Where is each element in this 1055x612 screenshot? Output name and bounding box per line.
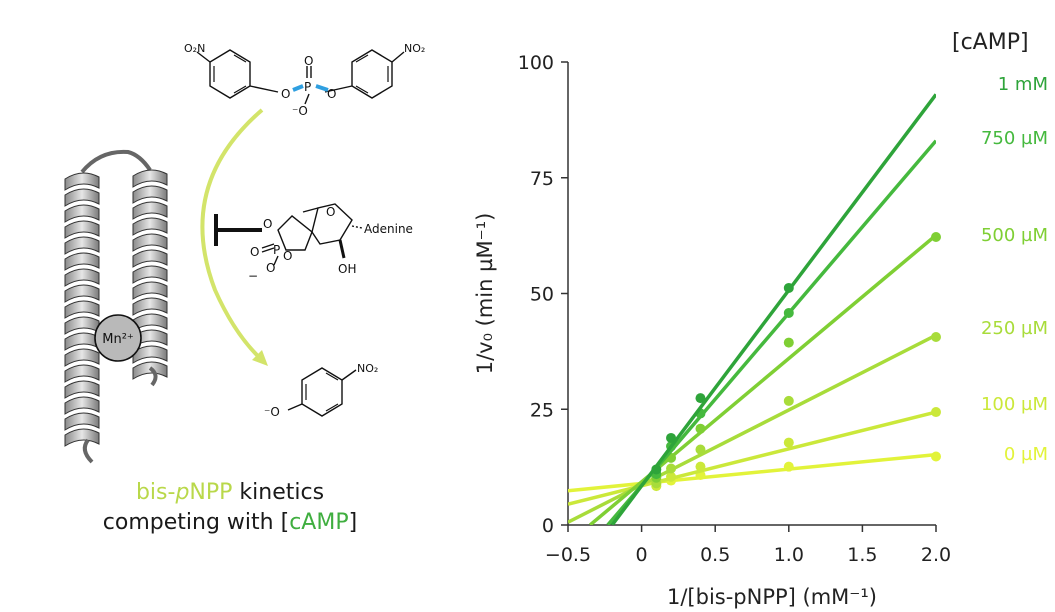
caption-competing: competing with [ [102,510,290,535]
caption-kinetics: kinetics [232,480,325,505]
legend-entry: 250 µM [980,318,1048,339]
data-point-4-3 [783,307,794,318]
caption-bis: bis- [135,480,176,505]
x-tick-label: 1.5 [847,544,877,566]
x-tick-label: 1.0 [774,544,804,566]
fit-line-5 [610,93,936,525]
data-point-1-2 [695,461,706,472]
camp-o-double: O [250,245,259,259]
figure-caption: bis-pNPP kinetics competing with [cAMP] [60,478,400,538]
data-point-5-3 [783,282,794,293]
data-point-2-4 [931,332,941,343]
fit-line-0 [568,452,936,493]
caption-bracket: ] [348,510,358,535]
protein-cartoon [64,149,168,464]
caption-line-2: competing with [cAMP] [60,508,400,538]
fit-line-1 [568,410,936,506]
y-axis-label: 1/v₀ (min µM⁻¹) [473,213,497,375]
metal-label: Mn²⁺ [102,332,134,347]
camp-p: P [273,243,280,257]
caption-line-1: bis-pNPP kinetics [60,478,400,508]
fit-line-2 [568,333,936,524]
data-point-3-2 [695,423,706,434]
caption-camp: cAMP [289,510,349,535]
x-tick-label: 0.5 [700,544,730,566]
reaction-arrow [200,108,268,366]
y-tick-label: 0 [542,515,554,537]
data-point-0-3 [783,461,794,472]
camp-o-minus: O [266,261,275,275]
x-axis-label: 1/[bis-pNPP] (mM⁻¹) [667,585,877,609]
data-point-0-4 [931,451,941,462]
data-point-1-3 [783,437,794,448]
substrate-o-left: O [281,87,290,101]
camp-structure: O O O P O O − Adenine OH [248,203,413,283]
legend-entry: 0 µM [1003,444,1048,465]
data-point-1-1 [666,471,677,482]
data-point-3-3 [783,337,794,348]
camp-o-ring: O [263,217,272,231]
data-point-2-2 [695,444,706,455]
substrate-no2-right: NO₂ [404,42,425,55]
legend-entry: 1 mM [997,74,1048,95]
camp-oh: OH [338,262,356,276]
data-point-5-1 [666,432,677,443]
data-point-2-1 [666,463,677,474]
data-point-1-4 [931,407,941,418]
lineweaver-burk-chart: 0 25 50 75 100 −0.5 0 0.5 1.0 1.5 2.0 1/[bis-pNPP] … [473,52,951,609]
substrate-no2-left: O₂N [184,42,205,55]
legend-entry: 100 µM [980,394,1048,415]
camp-minus: − [248,269,258,283]
substrate-p: P [304,80,311,94]
substrate-o-minus: ⁻O [292,104,308,118]
substrate-o-right: O [327,87,336,101]
camp-o-ring2: O [326,205,335,219]
product-structure: ⁻O NO₂ [264,362,378,419]
fit-line-3 [588,233,936,525]
data-point-5-2 [695,393,706,404]
inhibition-symbol [214,214,262,246]
legend-entry: 750 µM [980,128,1048,149]
substrate-o-top: O [304,54,313,68]
legend-title: [cAMP] [952,30,1029,55]
y-tick-label: 50 [530,284,554,306]
data-point-2-3 [783,395,794,406]
x-tick-label: −0.5 [545,544,591,566]
x-tick-label: 0 [636,544,648,566]
legend-entry: 500 µM [980,225,1048,246]
y-tick-label: 25 [530,399,554,421]
metal-ion: Mn²⁺ [94,314,142,362]
data-point-3-4 [931,232,941,243]
product-no2: NO₂ [357,362,378,375]
camp-o-ring3: O [283,249,292,263]
product-o-minus: ⁻O [264,405,280,419]
x-tick-label: 2.0 [921,544,951,566]
camp-adenine: Adenine [364,222,413,236]
y-tick-label: 75 [530,168,554,190]
substrate-structure: O₂N NO₂ O P O O ⁻O [184,42,425,118]
caption-npp: NPP [189,480,233,505]
data-point-5-0 [651,464,662,475]
y-tick-label: 100 [518,52,554,74]
caption-p: p [175,480,190,505]
